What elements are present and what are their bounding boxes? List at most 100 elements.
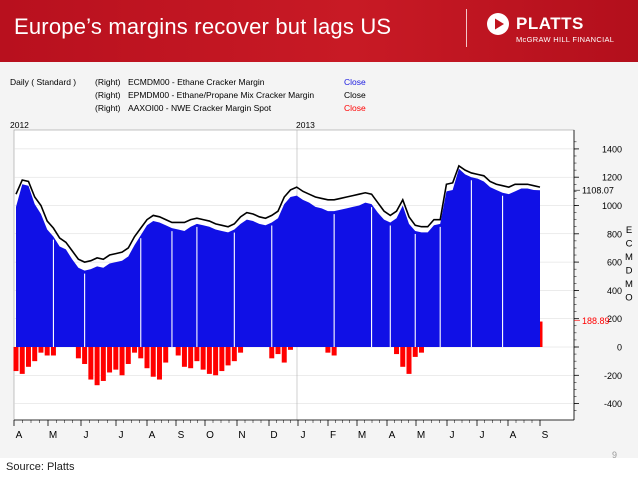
legend-axis-2: (Right) <box>95 103 121 113</box>
nwe-bar-17 <box>119 347 125 376</box>
page-number: 9 <box>612 450 618 460</box>
nwe-bar-61 <box>394 347 400 355</box>
last-value-nwe: 188.89 <box>582 316 610 326</box>
nwe-bar-50 <box>325 347 331 353</box>
nwe-bar-5 <box>44 347 50 356</box>
brand-subtitle: McGRAW HILL FINANCIAL <box>516 35 615 44</box>
nwe-bar-0 <box>13 347 19 372</box>
y-title-char-4: M <box>625 279 633 290</box>
y-tick-label-5: 600 <box>607 258 622 268</box>
nwe-bar-32 <box>213 347 219 376</box>
legend-code-1: EPMDM00 - Ethane/Propane Mix Cracker Mar… <box>128 90 314 100</box>
y-tick-label-2: 0 <box>617 343 622 353</box>
y-axis: -400 -200 0 200 400 600 800 1000 1200 1400 <box>573 130 622 420</box>
y-tick-label-8: 1200 <box>602 173 622 183</box>
x-tick-label-12: A <box>389 430 396 441</box>
nwe-bar-30 <box>200 347 206 370</box>
y-tick-label-1: -200 <box>604 371 622 381</box>
nwe-bar-4 <box>38 347 44 353</box>
nwe-bar-21 <box>144 347 150 369</box>
mix-margin-line <box>15 164 541 263</box>
nwe-bar-27 <box>181 347 187 367</box>
last-value-ethane: 1108.07 <box>582 186 614 196</box>
nwe-bar-26 <box>175 347 181 356</box>
nwe-bar-14 <box>100 347 106 381</box>
y-title-char-3: D <box>626 266 633 277</box>
y-title-char-5: O <box>625 293 632 304</box>
y-tick-label-7: 1000 <box>602 201 622 211</box>
nwe-bar-41 <box>269 347 275 359</box>
legend-field-1: Close <box>344 90 366 100</box>
nwe-bar-29 <box>194 347 200 362</box>
nwe-bar-44 <box>287 347 293 350</box>
nwe-bar-36 <box>238 347 244 353</box>
nwe-bar-24 <box>163 347 169 363</box>
y-tick-label-6: 800 <box>607 229 622 239</box>
frequency-label: Daily ( Standard ) <box>10 77 76 87</box>
nwe-bar-51 <box>331 347 337 356</box>
last-value-labels: 1108.07 188.89 <box>574 186 614 326</box>
nwe-bar-31 <box>206 347 212 374</box>
legend-field-0: Close <box>344 77 366 87</box>
ethane-margin-area <box>16 168 540 347</box>
nwe-bar-19 <box>132 347 138 353</box>
nwe-bar-62 <box>400 347 406 367</box>
x-tick-label-10: F <box>330 430 336 441</box>
nwe-bar-35 <box>231 347 237 362</box>
nwe-bar-65 <box>418 347 424 353</box>
legend-axis-0: (Right) <box>95 77 121 87</box>
nwe-bar-63 <box>406 347 412 374</box>
year-label-2012: 2012 <box>10 120 29 130</box>
nwe-bar-34 <box>225 347 231 366</box>
y-tick-label-3: 200 <box>607 314 622 324</box>
nwe-bar-2 <box>25 347 31 367</box>
nwe-bar-18 <box>125 347 131 364</box>
slide-title: Europe’s margins recover but lags US <box>14 14 392 39</box>
platts-play-icon <box>487 13 509 35</box>
x-tick-label-15: J <box>480 430 485 441</box>
source-note: Source: Platts <box>6 461 75 473</box>
x-tick-label-1: M <box>49 430 57 441</box>
y-tick-label-0: -400 <box>604 399 622 409</box>
nwe-bar-23 <box>156 347 162 380</box>
chart-header: Daily ( Standard ) (Right) ECMDM00 - Etha… <box>10 77 366 130</box>
x-tick-label-8: D <box>270 430 277 441</box>
legend-axis-1: (Right) <box>95 90 121 100</box>
y-title-char-1: C <box>626 239 633 250</box>
y-title-char-0: E <box>626 225 632 236</box>
nwe-bar-11 <box>82 347 88 364</box>
x-tick-label-2: J <box>84 430 89 441</box>
chart-panel: Daily ( Standard ) (Right) ECMDM00 - Etha… <box>0 62 638 458</box>
nwe-bar-12 <box>88 347 94 380</box>
nwe-bar-3 <box>32 347 38 362</box>
x-tick-label-17: S <box>542 430 549 441</box>
x-tick-label-7: N <box>238 430 245 441</box>
nwe-bar-6 <box>50 347 56 356</box>
year-label-2013: 2013 <box>296 120 315 130</box>
x-tick-label-5: S <box>178 430 185 441</box>
nwe-bar-16 <box>113 347 119 370</box>
x-tick-label-0: A <box>16 430 23 441</box>
nwe-bar-13 <box>94 347 100 386</box>
x-tick-label-13: M <box>417 430 425 441</box>
x-tick-label-6: O <box>206 430 214 441</box>
nwe-bar-15 <box>107 347 113 373</box>
y-tick-label-9: 1400 <box>602 144 622 154</box>
nwe-bar-28 <box>188 347 194 369</box>
nwe-bar-64 <box>412 347 418 357</box>
nwe-bar-33 <box>219 347 225 372</box>
data-gaps <box>52 180 504 347</box>
title-banner: Europe’s margins recover but lags US PLA… <box>0 0 638 62</box>
x-tick-label-9: J <box>301 430 306 441</box>
y-tick-label-4: 400 <box>607 286 622 296</box>
brand-name: PLATTS <box>516 14 584 33</box>
y-title-char-2: M <box>625 252 633 263</box>
nwe-bar-10 <box>75 347 81 359</box>
legend-code-0: ECMDM00 - Ethane Cracker Margin <box>128 77 265 87</box>
legend-field-2: Close <box>344 103 366 113</box>
x-tick-label-4: A <box>149 430 156 441</box>
nwe-bar-22 <box>150 347 156 377</box>
banner-divider <box>466 9 467 47</box>
